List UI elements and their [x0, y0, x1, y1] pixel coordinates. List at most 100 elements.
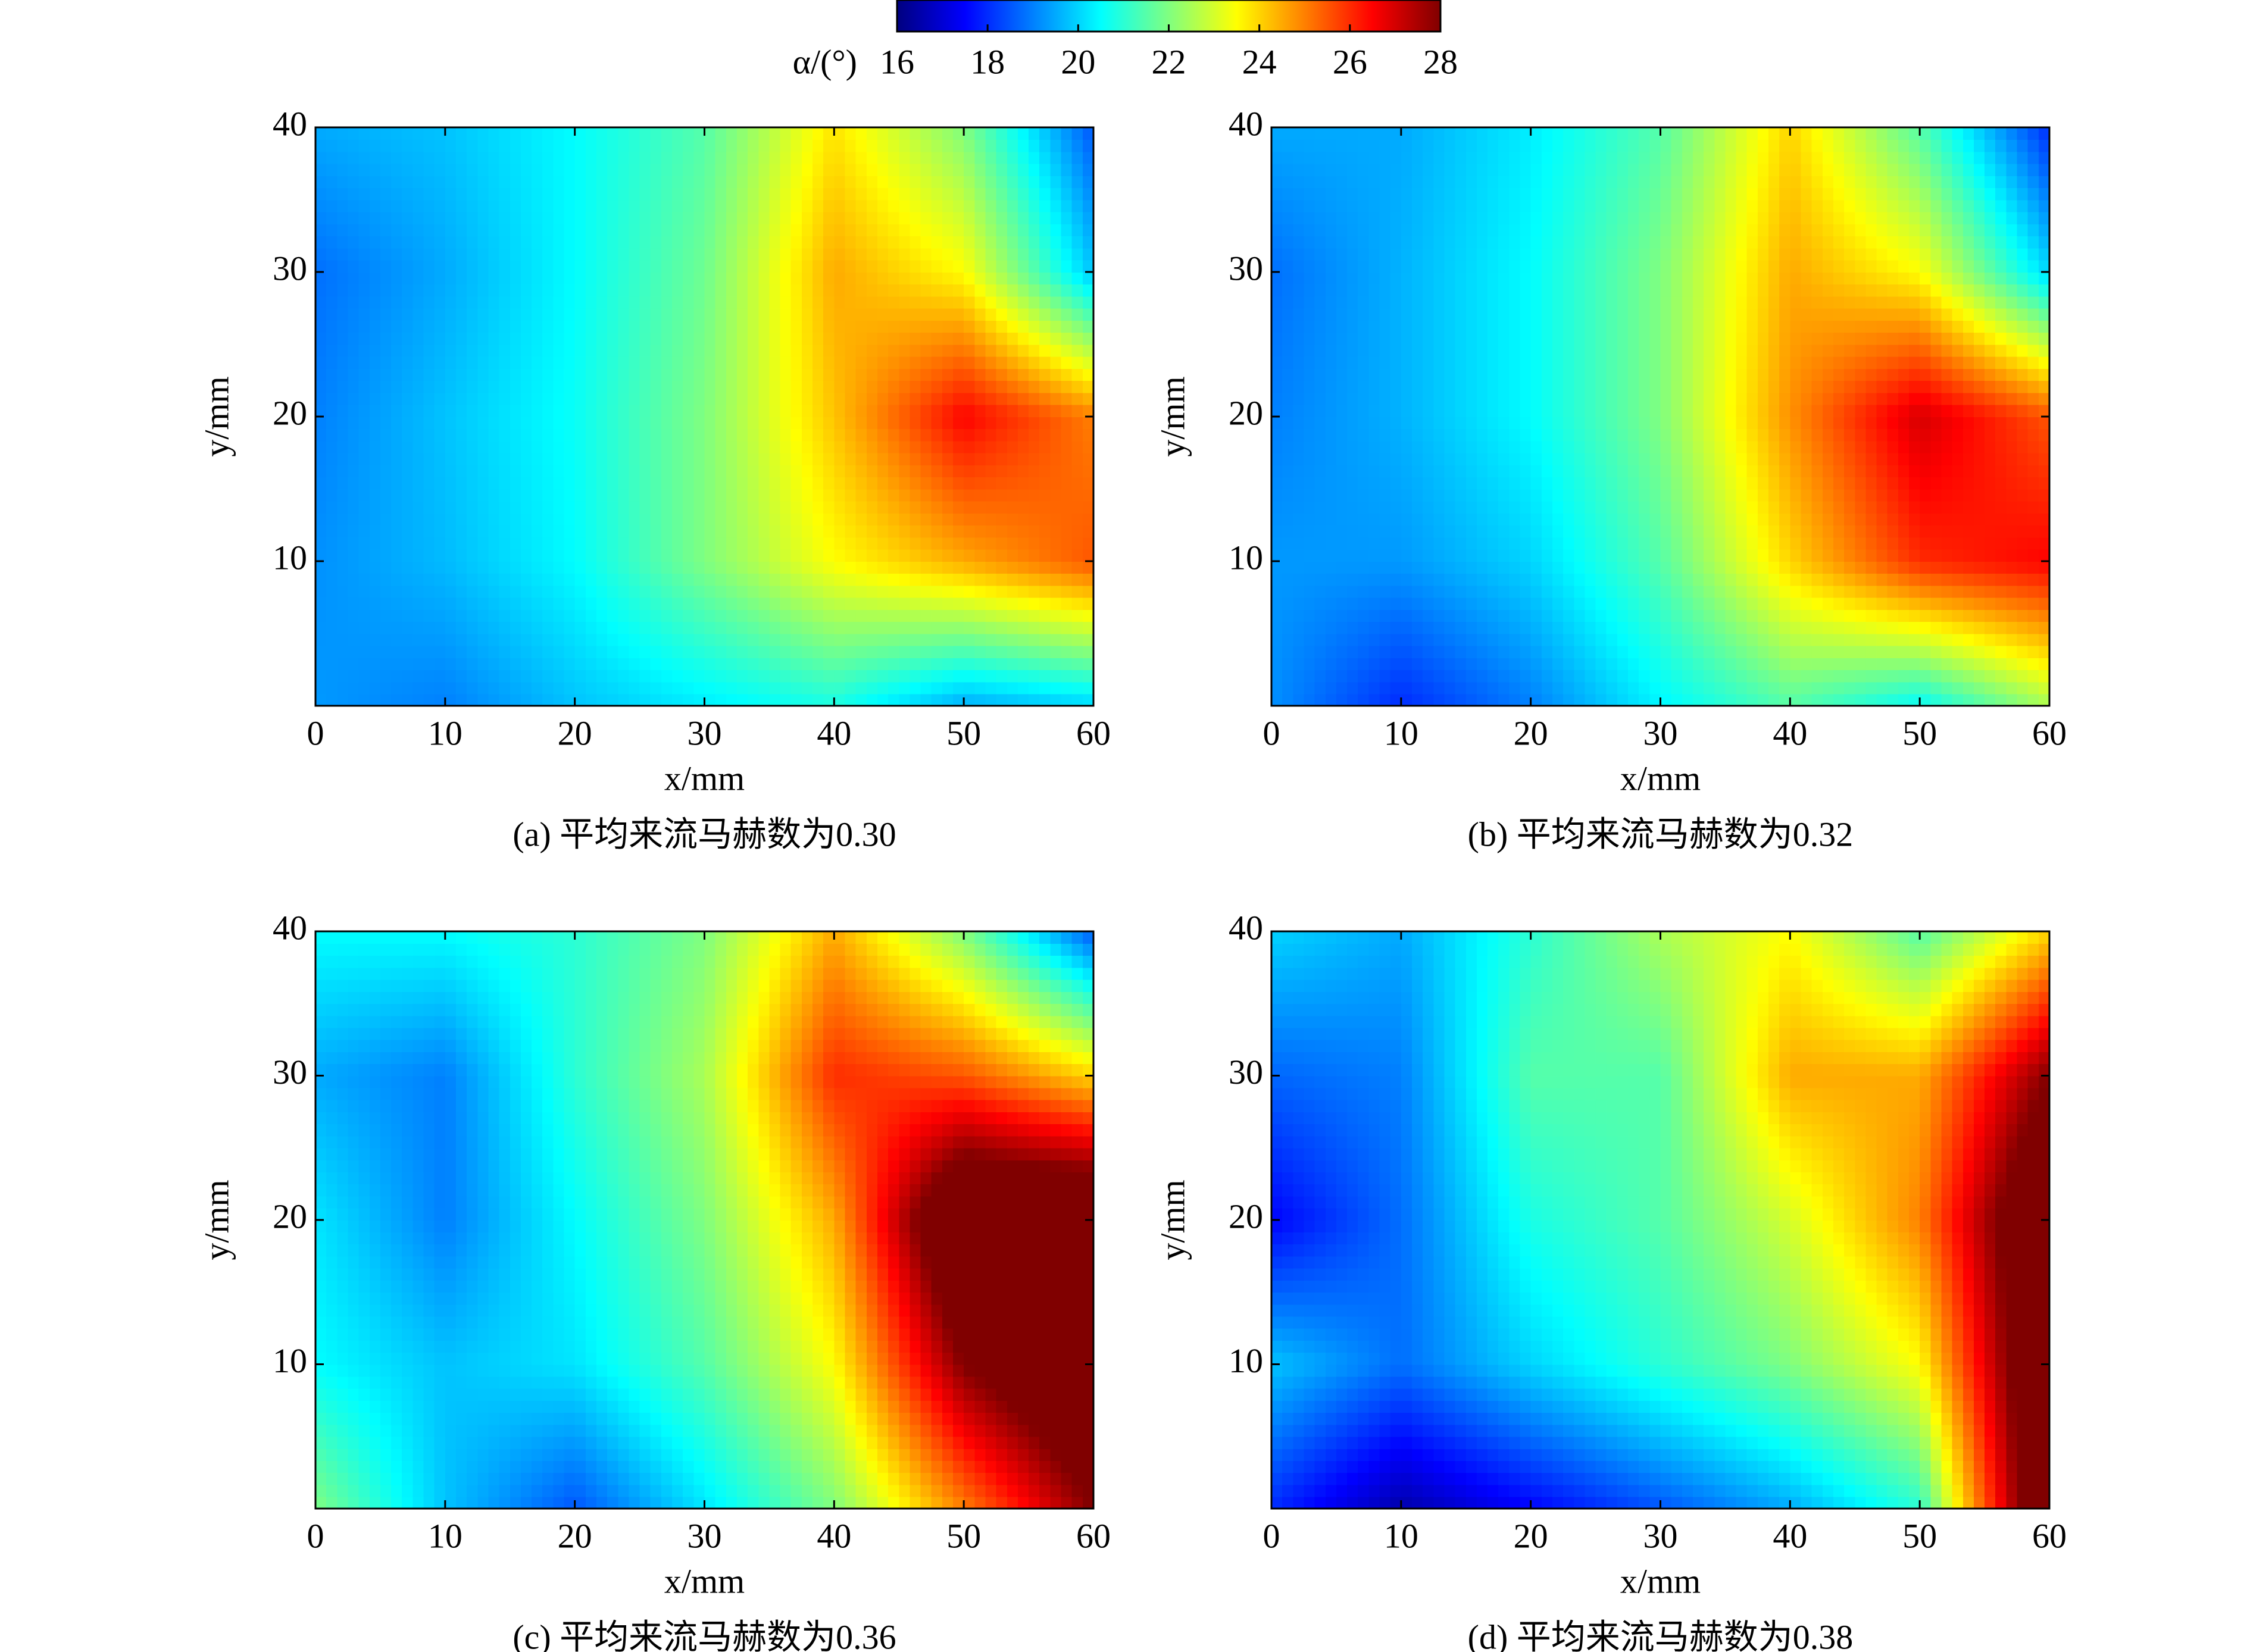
- contour-cell: [1563, 621, 1575, 634]
- contour-cell: [1704, 621, 1715, 634]
- contour-cell: [510, 489, 521, 502]
- contour-cell: [1293, 669, 1305, 683]
- contour-cell: [1671, 549, 1683, 562]
- contour-cell: [920, 356, 932, 369]
- contour-cell: [607, 465, 619, 478]
- contour-cell: [434, 308, 446, 321]
- contour-cell: [455, 296, 467, 309]
- contour-cell: [1606, 549, 1618, 562]
- contour-cell: [866, 633, 878, 646]
- contour-cell: [542, 669, 554, 683]
- contour-cell: [888, 356, 900, 369]
- contour-cell: [1811, 477, 1823, 490]
- contour-cell: [812, 573, 824, 586]
- contour-cell: [866, 308, 878, 321]
- contour-cell: [899, 139, 911, 152]
- contour-cell: [1304, 417, 1315, 430]
- contour-cell: [704, 392, 716, 405]
- contour-cell: [369, 368, 381, 381]
- contour-cell: [758, 187, 770, 201]
- contour-cell: [1801, 633, 1812, 646]
- contour-cell: [467, 404, 479, 417]
- contour-cell: [1071, 513, 1083, 526]
- contour-cell: [326, 187, 338, 201]
- contour-cell: [499, 344, 511, 357]
- contour-cell: [790, 344, 802, 357]
- contour-cell: [315, 368, 327, 381]
- contour-cell: [683, 440, 695, 453]
- contour-cell: [445, 284, 457, 297]
- contour-cell: [412, 356, 424, 369]
- contour-cell: [964, 224, 976, 237]
- contour-cell: [693, 356, 705, 369]
- contour-cell: [845, 296, 857, 309]
- contour-cell: [1423, 513, 1435, 526]
- contour-cell: [823, 549, 835, 562]
- contour-cell: [845, 404, 857, 417]
- contour-cell: [380, 561, 392, 574]
- contour-cell: [348, 272, 360, 285]
- contour-cell: [499, 127, 511, 140]
- contour-cell: [996, 477, 1008, 490]
- contour-cell: [423, 658, 435, 671]
- contour-cell: [618, 549, 630, 562]
- contour-cell: [532, 440, 543, 453]
- contour-cell: [629, 236, 640, 249]
- contour-cell: [877, 513, 889, 526]
- contour-cell: [1050, 525, 1062, 538]
- contour-cell: [693, 561, 705, 574]
- contour-cell: [910, 392, 921, 405]
- contour-cell: [726, 609, 738, 622]
- contour-cell: [402, 573, 414, 586]
- contour-cell: [467, 211, 479, 224]
- contour-cell: [1061, 151, 1073, 164]
- contour-cell: [683, 428, 695, 442]
- contour-cell: [1887, 658, 1899, 671]
- contour-cell: [964, 477, 976, 490]
- contour-cell: [748, 272, 760, 285]
- contour-cell: [1811, 609, 1823, 622]
- contour-cell: [412, 127, 424, 140]
- contour-cell: [1844, 681, 1856, 694]
- contour-cell: [715, 621, 727, 634]
- contour-cell: [715, 236, 727, 249]
- contour-cell: [2017, 585, 2029, 598]
- contour-cell: [2006, 561, 2018, 574]
- contour-cell: [1585, 489, 1596, 502]
- contour-cell: [1617, 549, 1629, 562]
- contour-cell: [1952, 681, 1964, 694]
- contour-cell: [996, 320, 1008, 333]
- contour-cell: [845, 127, 857, 140]
- contour-cell: [1314, 645, 1326, 658]
- contour-cell: [467, 633, 479, 646]
- contour-cell: [1433, 669, 1445, 683]
- contour-cell: [1082, 127, 1094, 140]
- contour-cell: [1476, 561, 1488, 574]
- contour-cell: [1039, 163, 1051, 176]
- contour-cell: [2038, 693, 2050, 706]
- contour-cell: [574, 211, 586, 224]
- contour-cell: [715, 259, 727, 273]
- contour-cell: [834, 380, 846, 393]
- contour-cell: [985, 368, 997, 381]
- contour-cell: [1325, 417, 1337, 430]
- contour-cell: [358, 211, 370, 224]
- contour-cell: [434, 236, 446, 249]
- contour-cell: [736, 681, 748, 694]
- contour-cell: [510, 693, 521, 706]
- contour-cell: [974, 368, 986, 381]
- contour-cell: [1029, 658, 1040, 671]
- contour-cell: [1563, 549, 1575, 562]
- contour-cell: [1271, 645, 1283, 658]
- contour-cell: [1779, 561, 1791, 574]
- contour-cell: [1801, 585, 1812, 598]
- contour-cell: [812, 440, 824, 453]
- contour-cell: [1007, 187, 1018, 201]
- contour-cell: [607, 537, 619, 550]
- contour-cell: [488, 452, 500, 465]
- contour-cell: [1465, 585, 1477, 598]
- contour-cell: [1704, 452, 1715, 465]
- contour-cell: [801, 272, 813, 285]
- contour-cell: [726, 681, 738, 694]
- contour-cell: [650, 187, 662, 201]
